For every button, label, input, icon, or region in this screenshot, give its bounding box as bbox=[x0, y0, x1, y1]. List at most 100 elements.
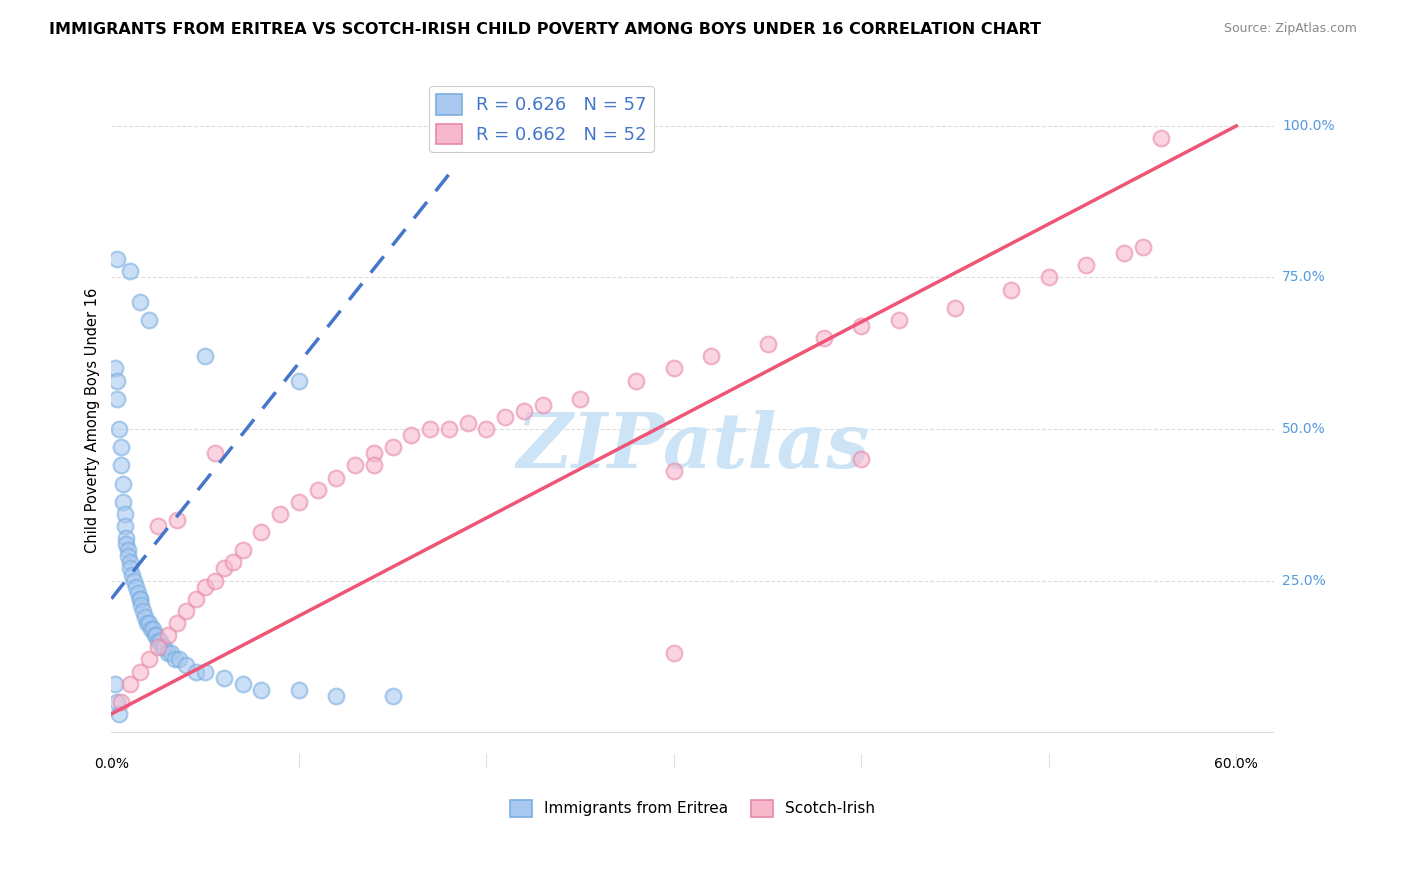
Text: Source: ZipAtlas.com: Source: ZipAtlas.com bbox=[1223, 22, 1357, 36]
Point bbox=[288, 682, 311, 697]
Point bbox=[120, 555, 142, 569]
Point bbox=[419, 422, 441, 436]
Point bbox=[105, 252, 128, 267]
Point bbox=[104, 676, 127, 690]
Point bbox=[381, 689, 404, 703]
Point bbox=[153, 640, 176, 655]
Point bbox=[176, 658, 198, 673]
Point bbox=[363, 446, 385, 460]
Point bbox=[122, 574, 145, 588]
Point bbox=[138, 652, 160, 666]
Text: 50.0%: 50.0% bbox=[1282, 422, 1326, 436]
Point bbox=[307, 483, 329, 497]
Point bbox=[250, 525, 273, 540]
Point bbox=[288, 374, 311, 388]
Point bbox=[115, 531, 138, 545]
Point bbox=[148, 634, 170, 648]
Point bbox=[269, 507, 291, 521]
Point bbox=[114, 519, 136, 533]
Point bbox=[148, 519, 170, 533]
Point bbox=[401, 428, 423, 442]
Point bbox=[121, 567, 143, 582]
Point bbox=[160, 646, 183, 660]
Point bbox=[194, 580, 217, 594]
Point bbox=[104, 361, 127, 376]
Point bbox=[136, 615, 159, 630]
Point bbox=[120, 561, 142, 575]
Point bbox=[148, 640, 170, 655]
Point bbox=[381, 440, 404, 454]
Point bbox=[851, 318, 873, 333]
Point bbox=[1000, 283, 1022, 297]
Point bbox=[108, 422, 131, 436]
Point bbox=[165, 652, 187, 666]
Point bbox=[700, 349, 723, 363]
Y-axis label: Child Poverty Among Boys Under 16: Child Poverty Among Boys Under 16 bbox=[86, 287, 100, 552]
Point bbox=[156, 646, 179, 660]
Point bbox=[114, 507, 136, 521]
Text: ZIPatlas: ZIPatlas bbox=[516, 410, 869, 484]
Point bbox=[184, 665, 207, 679]
Point bbox=[111, 495, 134, 509]
Point bbox=[127, 585, 149, 599]
Point bbox=[756, 337, 779, 351]
Legend: Immigrants from Eritrea, Scotch-Irish: Immigrants from Eritrea, Scotch-Irish bbox=[505, 793, 880, 823]
Point bbox=[105, 695, 128, 709]
Point bbox=[110, 695, 132, 709]
Point bbox=[494, 409, 516, 424]
Point bbox=[128, 294, 150, 309]
Point bbox=[626, 374, 648, 388]
Point bbox=[143, 628, 166, 642]
Point bbox=[111, 476, 134, 491]
Point bbox=[1038, 270, 1060, 285]
Text: 100.0%: 100.0% bbox=[1282, 119, 1334, 133]
Point bbox=[150, 640, 173, 655]
Point bbox=[475, 422, 498, 436]
Point bbox=[108, 706, 131, 721]
Point bbox=[232, 543, 254, 558]
Point bbox=[662, 465, 685, 479]
Point bbox=[176, 604, 198, 618]
Point bbox=[212, 671, 235, 685]
Point bbox=[344, 458, 367, 473]
Point bbox=[194, 349, 217, 363]
Point bbox=[139, 622, 162, 636]
Point bbox=[851, 452, 873, 467]
Point bbox=[184, 591, 207, 606]
Point bbox=[125, 580, 148, 594]
Point bbox=[110, 458, 132, 473]
Point bbox=[232, 676, 254, 690]
Point bbox=[120, 264, 142, 278]
Point bbox=[149, 634, 172, 648]
Text: 25.0%: 25.0% bbox=[1282, 574, 1326, 588]
Text: 75.0%: 75.0% bbox=[1282, 270, 1326, 285]
Point bbox=[513, 404, 536, 418]
Point bbox=[166, 513, 188, 527]
Point bbox=[131, 598, 153, 612]
Point bbox=[166, 615, 188, 630]
Text: 60.0%: 60.0% bbox=[1215, 757, 1258, 771]
Point bbox=[110, 440, 132, 454]
Point bbox=[569, 392, 592, 406]
Point bbox=[1076, 258, 1098, 272]
Point bbox=[138, 313, 160, 327]
Point bbox=[156, 628, 179, 642]
Point bbox=[250, 682, 273, 697]
Point bbox=[117, 543, 139, 558]
Point bbox=[222, 555, 245, 569]
Point bbox=[325, 470, 347, 484]
Point bbox=[457, 416, 479, 430]
Point bbox=[325, 689, 347, 703]
Point bbox=[887, 313, 910, 327]
Point bbox=[167, 652, 190, 666]
Point bbox=[662, 646, 685, 660]
Point bbox=[813, 331, 835, 345]
Point bbox=[128, 591, 150, 606]
Text: 0.0%: 0.0% bbox=[94, 757, 129, 771]
Point bbox=[132, 604, 155, 618]
Point bbox=[531, 398, 554, 412]
Point bbox=[120, 676, 142, 690]
Point bbox=[117, 549, 139, 564]
Point bbox=[194, 665, 217, 679]
Point bbox=[138, 615, 160, 630]
